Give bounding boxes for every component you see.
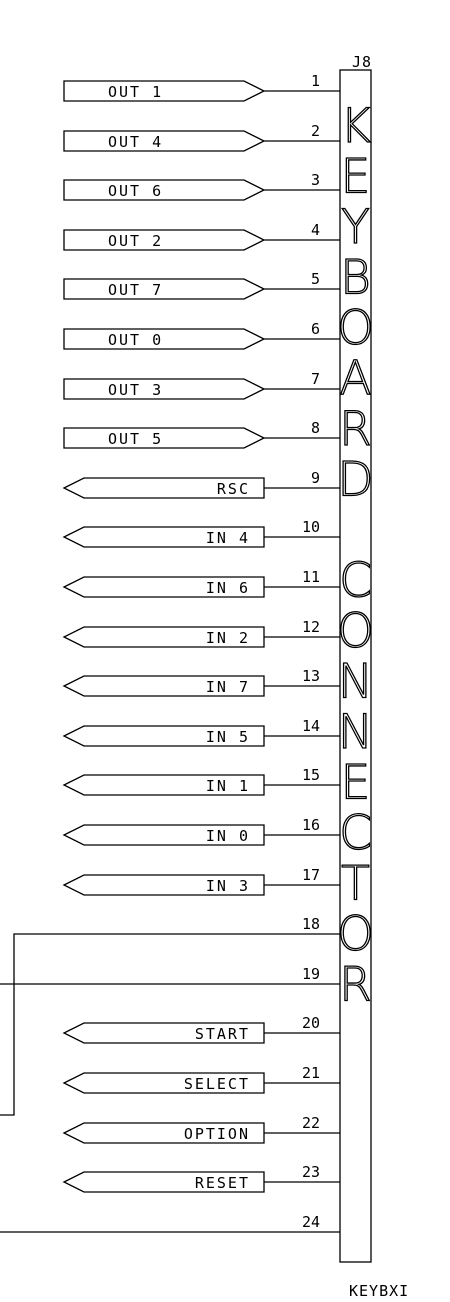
pin-6: OUT 0 6	[64, 320, 340, 349]
connector-title-letter: E	[341, 150, 371, 205]
pin-24: 24	[0, 1213, 340, 1232]
pin-number: 4	[311, 221, 320, 239]
pin-number: 5	[311, 270, 320, 288]
pin-8: OUT 5 8	[64, 419, 340, 448]
port-label: IN 5	[206, 728, 250, 746]
pin-number: 20	[302, 1014, 320, 1032]
connector-title-letter: O	[337, 301, 374, 356]
pin-number: 13	[302, 667, 320, 685]
pin-number: 18	[302, 915, 320, 933]
pin-10: IN 4 10	[64, 518, 340, 547]
connector-title-letter: A	[339, 352, 371, 407]
pin-number: 22	[302, 1114, 320, 1132]
pin-2: OUT 4 2	[64, 122, 340, 151]
pin-number: 10	[302, 518, 320, 536]
pin-number: 2	[311, 122, 320, 140]
pin-number: 12	[302, 618, 320, 636]
pin-number: 11	[302, 568, 320, 586]
port-label: OUT 5	[108, 430, 163, 448]
connector-title-letter: O	[337, 907, 374, 962]
pin-18: 18	[0, 915, 340, 1115]
port-label: IN 4	[206, 529, 250, 547]
port-label: OUT 6	[108, 182, 163, 200]
pin-number: 1	[311, 72, 320, 90]
pin-number: 24	[302, 1213, 320, 1231]
pin-9: RSC 9	[64, 469, 340, 498]
output-port-flag	[64, 230, 264, 250]
output-port-flag	[64, 180, 264, 200]
pin-number: 15	[302, 766, 320, 784]
pin-13: IN 7 13	[64, 667, 340, 696]
output-port-flag	[64, 81, 264, 101]
pin-number: 14	[302, 717, 320, 735]
pin-17: IN 3 17	[64, 866, 340, 895]
pin-number: 16	[302, 816, 320, 834]
connector-title-letter: D	[337, 453, 373, 508]
connector-title-letter: B	[340, 251, 371, 306]
pin-21: SELECT 21	[64, 1064, 340, 1093]
pin-23: RESET 23	[64, 1163, 340, 1192]
pin-number: 17	[302, 866, 320, 884]
pin-14: IN 5 14	[64, 717, 340, 746]
pin-number: 23	[302, 1163, 320, 1181]
port-label: OUT 0	[108, 331, 163, 349]
pin-3: OUT 6 3	[64, 171, 340, 200]
port-label: OUT 3	[108, 381, 163, 399]
pin-number: 8	[311, 419, 320, 437]
port-label: IN 6	[206, 579, 250, 597]
connector-title-letter: O	[337, 604, 374, 659]
pin-number: 19	[302, 965, 320, 983]
output-port-flag	[64, 279, 264, 299]
port-label: RSC	[217, 480, 250, 498]
connector-title-letter: N	[338, 705, 373, 760]
pin-number: 6	[311, 320, 320, 338]
port-label: OUT 4	[108, 133, 163, 151]
pin-19: 19	[0, 965, 340, 984]
port-label: OPTION	[184, 1125, 250, 1143]
port-label: IN 3	[206, 877, 250, 895]
port-label: START	[195, 1025, 250, 1043]
port-label: OUT 2	[108, 232, 163, 250]
connector-title-letter: K	[340, 99, 371, 154]
output-port-flag	[64, 329, 264, 349]
pin-16: IN 0 16	[64, 816, 340, 845]
connector-title-letter: T	[341, 857, 370, 912]
connector-title-letter: Y	[341, 200, 370, 255]
pin-1: OUT 1 1	[64, 72, 340, 101]
output-port-flag	[64, 131, 264, 151]
pin-20: START 20	[64, 1014, 340, 1043]
pin-22: OPTION 22	[64, 1114, 340, 1143]
connector-part-name: KEYBXI	[349, 1282, 409, 1300]
output-port-flag	[64, 428, 264, 448]
connector-title-letter: R	[339, 402, 372, 457]
connector-title-letter: R	[339, 958, 372, 1013]
pin-4: OUT 2 4	[64, 221, 340, 250]
pin-number: 9	[311, 469, 320, 487]
port-label: RESET	[195, 1174, 250, 1192]
port-label: IN 7	[206, 678, 250, 696]
port-label: IN 2	[206, 629, 250, 647]
port-label: OUT 1	[108, 83, 163, 101]
pin-number: 7	[311, 370, 320, 388]
pin-number: 3	[311, 171, 320, 189]
port-label: IN 1	[206, 777, 250, 795]
connector-title-letter: N	[338, 655, 373, 710]
output-port-flag	[64, 379, 264, 399]
connector-title-letter: C	[339, 806, 372, 861]
pin-number: 21	[302, 1064, 320, 1082]
pin-7: OUT 3 7	[64, 370, 340, 399]
port-label: OUT 7	[108, 281, 163, 299]
port-label: SELECT	[184, 1075, 250, 1093]
pin-11: IN 6 11	[64, 568, 340, 597]
connector-title-letter: C	[339, 554, 372, 609]
connector-title-letter: E	[341, 756, 371, 811]
connector-ref: J8	[352, 53, 372, 71]
pin-5: OUT 7 5	[64, 270, 340, 299]
pin-wire	[0, 934, 340, 1115]
port-label: IN 0	[206, 827, 250, 845]
pin-15: IN 1 15	[64, 766, 340, 795]
pin-12: IN 2 12	[64, 618, 340, 647]
